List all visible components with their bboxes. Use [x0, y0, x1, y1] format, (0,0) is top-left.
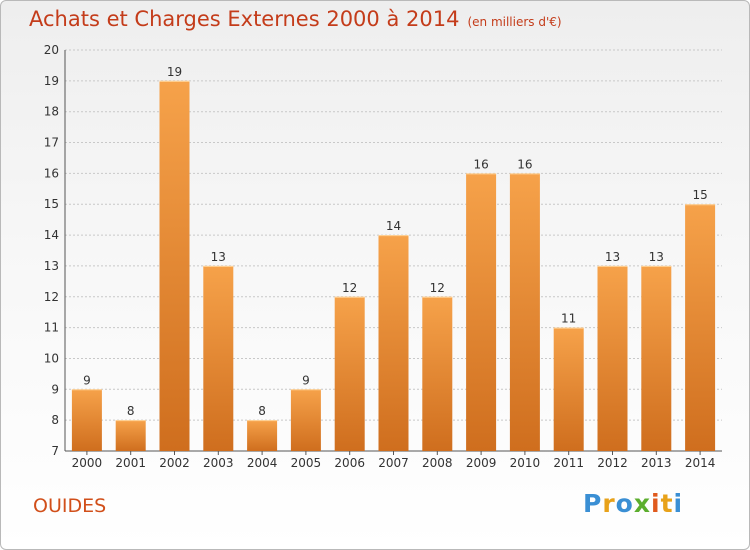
data-label: 13	[649, 250, 664, 264]
x-tick-label: 2012	[597, 456, 628, 470]
data-label: 16	[473, 157, 488, 171]
bar	[641, 265, 672, 451]
labels: 9 8 19 13 8 9 12 14 12 16 16 11 13 13 15	[83, 65, 708, 418]
y-tick-label: 14	[44, 228, 59, 242]
bar	[553, 327, 584, 451]
data-label: 12	[430, 281, 445, 295]
bar	[334, 296, 365, 451]
y-tick-label: 8	[51, 413, 59, 427]
logo-letter: P	[583, 489, 603, 518]
x-tick-label: 2000	[72, 456, 103, 470]
y-tick-label: 13	[44, 259, 59, 273]
y-tick-label: 15	[44, 197, 59, 211]
bar	[466, 173, 497, 451]
y-tick-label: 10	[44, 351, 59, 365]
x-tick-label: 2001	[115, 456, 146, 470]
y-tick-label: 18	[44, 105, 59, 119]
x-tick-label: 2013	[641, 456, 672, 470]
x-tick-label: 2003	[203, 456, 234, 470]
x-tick-label: 2004	[247, 456, 278, 470]
title-unit: (en milliers d'€)	[467, 15, 562, 29]
x-tick-label: 2009	[466, 456, 497, 470]
y-tick-label: 19	[44, 74, 59, 88]
x-tick-label: 2010	[510, 456, 541, 470]
y-tick-label: 11	[44, 321, 59, 335]
logo-letter: i	[651, 489, 661, 518]
x-tick-label: 2014	[685, 456, 716, 470]
bar	[159, 80, 190, 451]
data-label: 8	[258, 404, 266, 418]
logo-letter: r	[602, 489, 616, 518]
data-label: 12	[342, 281, 357, 295]
data-label: 13	[211, 250, 226, 264]
y-tick-label: 17	[44, 136, 59, 150]
x-tick-label: 2006	[334, 456, 365, 470]
x-tick-label: 2007	[378, 456, 409, 470]
bar	[685, 204, 716, 451]
y-tick-label: 16	[44, 166, 59, 180]
data-label: 9	[302, 373, 310, 387]
bar	[422, 296, 453, 451]
data-label: 16	[517, 157, 532, 171]
commune-name: OUIDES	[33, 495, 107, 517]
data-label: 19	[167, 65, 182, 79]
bar	[378, 235, 409, 451]
bar	[203, 265, 234, 451]
x-tick-label: 2008	[422, 456, 453, 470]
chart-title: Achats et Charges Externes 2000 à 2014 (e…	[29, 7, 562, 31]
data-label: 9	[83, 373, 91, 387]
data-label: 8	[127, 404, 135, 418]
bar	[290, 389, 321, 451]
bars	[71, 80, 716, 451]
x-tick-label: 2002	[159, 456, 190, 470]
bar	[247, 420, 278, 451]
logo-letter: t	[660, 489, 674, 518]
bar	[509, 173, 540, 451]
x-tick-label: 2011	[553, 456, 584, 470]
data-label: 11	[561, 312, 576, 326]
bar	[71, 389, 102, 451]
logo-letter: i	[673, 489, 684, 518]
y-tick-label: 7	[51, 444, 59, 458]
bar	[115, 420, 146, 451]
proxiti-logo: Proxiti	[583, 489, 683, 518]
y-tick-label: 12	[44, 290, 59, 304]
y-tick-label: 20	[44, 43, 59, 57]
y-tick-label: 9	[51, 382, 59, 396]
title-main: Achats et Charges Externes 2000 à 2014	[29, 7, 460, 31]
logo-letter: x	[633, 489, 651, 518]
data-label: 14	[386, 219, 401, 233]
x-tick-label: 2005	[291, 456, 322, 470]
data-label: 13	[605, 250, 620, 264]
axes: 7 8 9 10 11 12 13 14 15 16 17 18 19 20 2000 2001 2002 200…	[44, 43, 722, 470]
data-label: 15	[692, 188, 707, 202]
logo-letter: o	[615, 489, 634, 518]
bar	[597, 265, 628, 451]
